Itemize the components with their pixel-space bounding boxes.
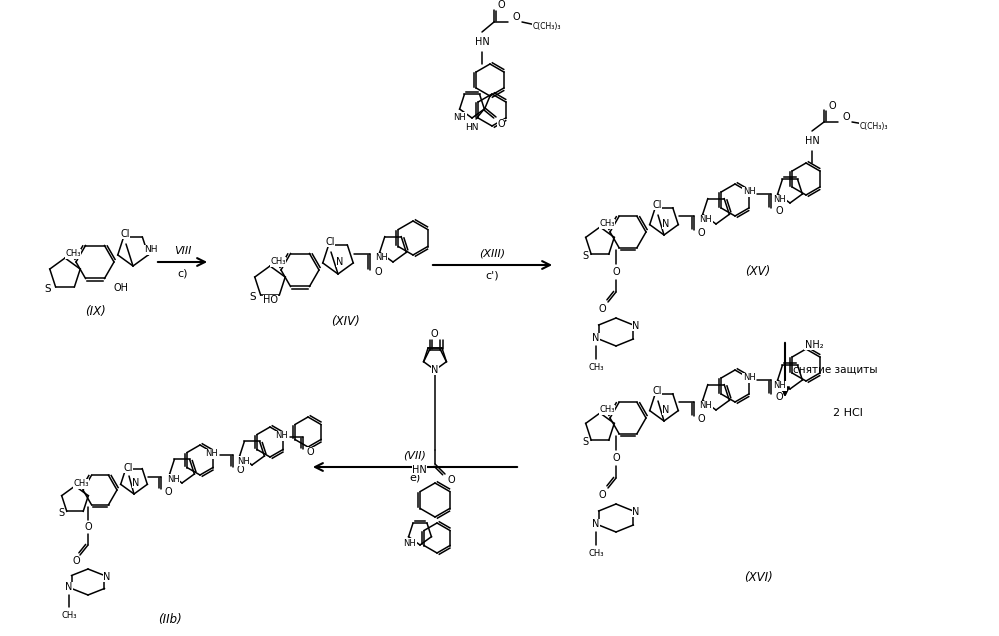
Text: Cl: Cl — [326, 237, 335, 247]
Text: O: O — [828, 101, 836, 111]
Text: Cl: Cl — [652, 386, 661, 396]
Text: HN: HN — [804, 136, 819, 146]
Text: O: O — [431, 329, 439, 339]
Text: Cl: Cl — [120, 229, 130, 239]
Text: N: N — [632, 321, 639, 331]
Text: NH: NH — [773, 382, 786, 391]
Text: NH: NH — [375, 254, 388, 263]
Text: O: O — [306, 447, 314, 457]
Text: O: O — [697, 228, 705, 238]
Text: O: O — [236, 465, 244, 475]
Text: c): c) — [177, 268, 188, 278]
Text: CH₃: CH₃ — [271, 258, 286, 266]
Text: HN: HN — [475, 37, 490, 47]
Text: O: O — [164, 487, 172, 497]
Text: NH: NH — [206, 450, 219, 459]
Text: N: N — [592, 333, 599, 343]
Text: CH₃: CH₃ — [599, 219, 614, 228]
Text: O: O — [498, 0, 504, 10]
Text: O: O — [598, 304, 605, 314]
Text: Cl: Cl — [123, 463, 133, 473]
Text: N: N — [103, 572, 111, 582]
Text: O: O — [72, 556, 80, 566]
Text: (IX): (IX) — [85, 305, 105, 319]
Text: O: O — [612, 453, 619, 463]
Text: NH: NH — [404, 539, 417, 548]
Text: O: O — [432, 329, 440, 339]
Text: N: N — [337, 257, 344, 267]
Text: HO: HO — [263, 295, 278, 305]
Text: O: O — [842, 112, 850, 122]
Text: O: O — [375, 267, 382, 277]
Text: N: N — [662, 405, 669, 415]
Text: c'): c') — [486, 271, 500, 281]
Text: NH: NH — [237, 457, 250, 466]
Text: NH: NH — [699, 401, 712, 410]
Text: O: O — [697, 414, 705, 424]
Text: O: O — [512, 12, 519, 22]
Text: e): e) — [410, 473, 421, 483]
Text: O: O — [775, 392, 783, 402]
Text: OH: OH — [113, 283, 128, 293]
Text: C(CH₃)₃: C(CH₃)₃ — [532, 22, 561, 32]
Text: S: S — [582, 437, 588, 447]
Text: CH₃: CH₃ — [61, 611, 77, 619]
Text: C(CH₃)₃: C(CH₃)₃ — [860, 121, 888, 130]
Text: NH: NH — [454, 113, 467, 121]
Text: VIII: VIII — [174, 246, 191, 256]
Text: Cl: Cl — [652, 200, 661, 210]
Text: N: N — [592, 519, 599, 529]
Text: N: N — [662, 219, 669, 229]
Text: N: N — [132, 478, 140, 488]
Text: CH₃: CH₃ — [73, 480, 89, 488]
Text: O: O — [612, 267, 619, 277]
Text: NH₂: NH₂ — [804, 340, 823, 350]
Text: CH₃: CH₃ — [65, 249, 81, 258]
Text: S: S — [58, 508, 64, 518]
Text: 2 HCl: 2 HCl — [833, 408, 863, 418]
Text: NH: NH — [742, 373, 755, 382]
Text: O: O — [775, 206, 783, 216]
Text: O: O — [598, 490, 605, 500]
Text: NH: NH — [699, 216, 712, 225]
Text: N: N — [432, 365, 439, 375]
Text: CH₃: CH₃ — [588, 363, 603, 371]
Text: NH: NH — [144, 245, 158, 254]
Text: S: S — [582, 251, 588, 261]
Text: O: O — [498, 119, 504, 129]
Text: (XIII): (XIII) — [480, 249, 505, 259]
Text: O: O — [448, 475, 455, 485]
Text: S: S — [250, 292, 257, 302]
Text: (XIV): (XIV) — [331, 315, 360, 329]
Text: NH: NH — [167, 474, 180, 483]
Text: HN: HN — [466, 123, 479, 132]
Text: снятие защиты: снятие защиты — [793, 365, 877, 375]
Text: N: N — [65, 582, 73, 592]
Text: O: O — [84, 522, 92, 532]
Text: CH₃: CH₃ — [588, 548, 603, 558]
Text: NH: NH — [773, 195, 786, 205]
Text: (IIb): (IIb) — [158, 614, 182, 626]
Text: (VII): (VII) — [404, 451, 427, 461]
Text: NH: NH — [276, 431, 289, 441]
Text: NH: NH — [742, 188, 755, 197]
Text: (XVI): (XVI) — [743, 572, 772, 584]
Text: (XV): (XV) — [745, 265, 770, 279]
Text: CH₃: CH₃ — [599, 406, 614, 415]
Text: N: N — [632, 507, 639, 517]
Text: S: S — [45, 284, 51, 294]
Text: HN: HN — [413, 465, 427, 475]
